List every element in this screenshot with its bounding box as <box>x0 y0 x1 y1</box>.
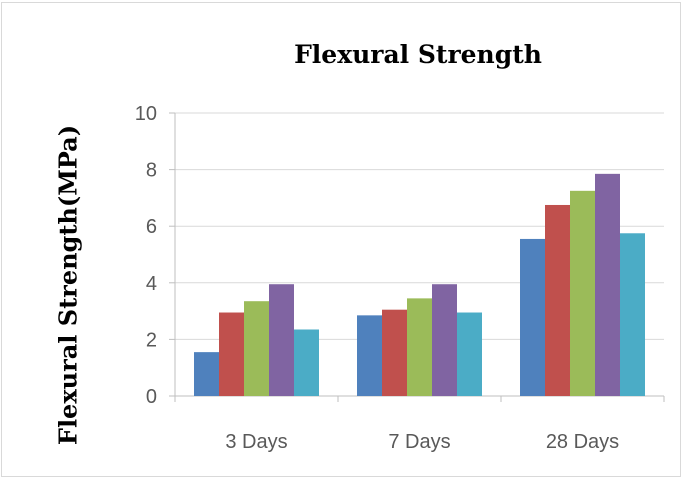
y-tick-label: 10 <box>135 103 157 125</box>
bar <box>457 312 482 396</box>
bar <box>294 329 319 396</box>
bar <box>244 301 269 396</box>
bar <box>219 312 244 396</box>
bar <box>595 173 620 396</box>
bar <box>545 204 570 396</box>
chart-title: Flexural Strength <box>294 40 542 69</box>
bar <box>194 352 219 396</box>
bar <box>407 298 432 396</box>
x-tick-label: 3 Days <box>225 431 287 453</box>
y-tick-label: 4 <box>146 273 157 295</box>
bar <box>620 233 645 396</box>
bar <box>570 190 595 396</box>
bar <box>432 284 457 396</box>
y-tick-label: 8 <box>146 160 157 182</box>
y-tick-label: 2 <box>146 329 157 351</box>
bar <box>357 315 382 396</box>
bar <box>269 284 294 396</box>
y-tick-label: 0 <box>146 386 157 408</box>
bar <box>520 238 545 396</box>
x-tick-label: 28 Days <box>546 431 619 453</box>
x-tick-label: 7 Days <box>388 431 450 453</box>
bar <box>382 309 407 396</box>
y-tick-label: 6 <box>146 216 157 238</box>
